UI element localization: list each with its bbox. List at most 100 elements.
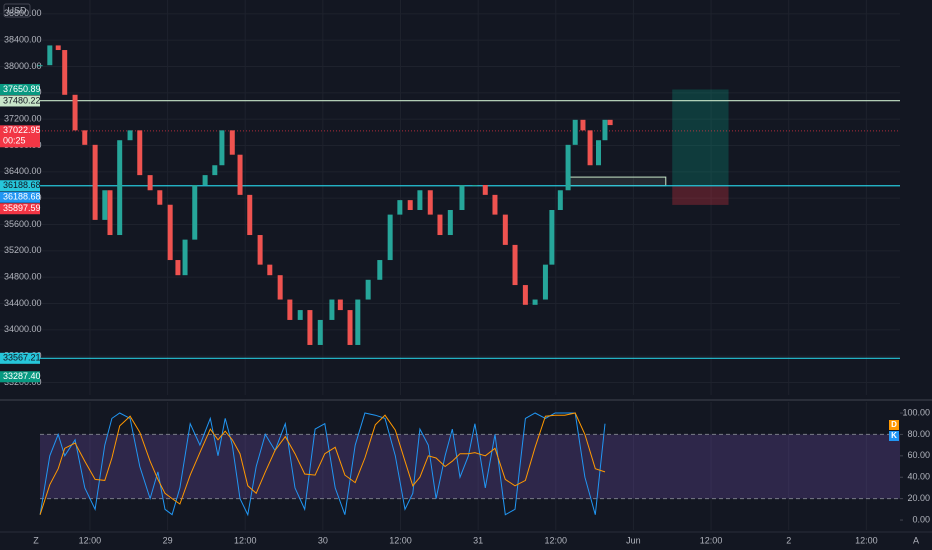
price-badge-label: 37480.22: [3, 95, 41, 105]
candle: [202, 175, 208, 185]
candle: [532, 299, 538, 305]
price-badge-label: 36188.68: [3, 180, 41, 190]
candle: [237, 154, 243, 195]
candle: [307, 310, 313, 345]
candle: [522, 285, 528, 305]
candle: [565, 144, 571, 191]
candle: [482, 184, 488, 195]
candle: [347, 310, 353, 345]
x-tick-label: Jun: [626, 535, 641, 545]
price-badge-label: 37022.95: [3, 125, 41, 135]
candle: [377, 260, 383, 280]
candle: [407, 200, 413, 211]
legend-label: D: [891, 420, 897, 429]
candle: [182, 239, 188, 276]
candle: [472, 184, 478, 186]
price-badge-label: 33287.40: [3, 371, 41, 381]
y-tick-label: 34000.00: [4, 324, 42, 334]
candle: [175, 260, 181, 276]
candle: [549, 210, 555, 265]
candle: [447, 210, 453, 236]
price-badge-label: 37650.89: [3, 84, 41, 94]
y-tick-label: 100.00: [902, 407, 930, 417]
candle: [212, 165, 218, 176]
price-badge: [0, 203, 40, 215]
candle: [192, 184, 198, 240]
candle: [47, 45, 53, 66]
stoch-band: [40, 434, 900, 499]
y-tick-label: 60.00: [907, 450, 930, 460]
legend-swatch: [889, 431, 899, 441]
y-tick-label: 35200.00: [4, 245, 42, 255]
candle: [595, 140, 601, 166]
candle: [397, 200, 403, 215]
x-tick-label: 30: [318, 535, 328, 545]
candle: [602, 119, 608, 141]
candle: [387, 214, 393, 261]
y-tick-label: 36400.00: [4, 166, 42, 176]
candle: [92, 144, 98, 220]
candle: [82, 130, 88, 145]
candle: [229, 130, 235, 155]
candle: [329, 299, 335, 320]
currency[interactable]: USD: [7, 5, 27, 15]
loss-zone: [672, 185, 729, 205]
candle: [219, 130, 225, 166]
x-tick-label: 12:00: [855, 535, 878, 545]
y-tick-label: 40.00: [907, 472, 930, 482]
candle: [580, 119, 586, 131]
x-tick-label: 12:00: [389, 535, 412, 545]
candle: [607, 119, 613, 126]
x-tick-label: 12:00: [545, 535, 568, 545]
candle: [355, 299, 361, 345]
price-badge: [0, 371, 40, 383]
y-tick-label: 80.00: [907, 429, 930, 439]
zoom-button[interactable]: Z: [33, 535, 39, 545]
candle: [572, 119, 578, 145]
x-tick-label: 2: [786, 535, 791, 545]
candle: [317, 319, 323, 345]
y-tick-label: 34400.00: [4, 298, 42, 308]
x-tick-label: 29: [163, 535, 173, 545]
y-tick-label: 20.00: [907, 493, 930, 503]
y-tick-label: 34800.00: [4, 272, 42, 282]
candle: [427, 190, 433, 215]
candle: [167, 204, 173, 261]
x-tick-label: 31: [473, 535, 483, 545]
candle: [492, 194, 498, 215]
candle: [157, 190, 163, 205]
candle: [257, 235, 263, 265]
candle: [127, 130, 133, 141]
price-badge-label: 35897.59: [3, 203, 41, 213]
price-badge: [0, 180, 40, 192]
candle: [117, 140, 123, 236]
candle: [137, 130, 143, 176]
candle: [417, 190, 423, 211]
price-badge: [0, 83, 40, 95]
candle: [437, 214, 443, 236]
candle: [337, 299, 343, 311]
candle: [147, 175, 153, 191]
candle: [247, 194, 253, 236]
price-badge: [0, 191, 40, 203]
y-tick-label: 38400.00: [4, 35, 42, 45]
x-tick-label: 12:00: [79, 535, 102, 545]
stoch-line: [39, 412, 606, 515]
candle: [502, 214, 508, 245]
x-tick-label: 12:00: [700, 535, 723, 545]
candle: [557, 190, 563, 211]
auto-button[interactable]: A: [913, 535, 919, 545]
candle: [267, 264, 273, 276]
candle: [37, 65, 43, 67]
y-tick-label: 0.00: [912, 514, 930, 524]
price-badge-label: 36188.68: [3, 192, 41, 202]
candle: [107, 190, 113, 236]
x-tick-label: 12:00: [234, 535, 257, 545]
candle: [512, 244, 518, 286]
price-badge: [0, 95, 40, 107]
candle: [55, 45, 61, 51]
candle: [287, 299, 293, 320]
